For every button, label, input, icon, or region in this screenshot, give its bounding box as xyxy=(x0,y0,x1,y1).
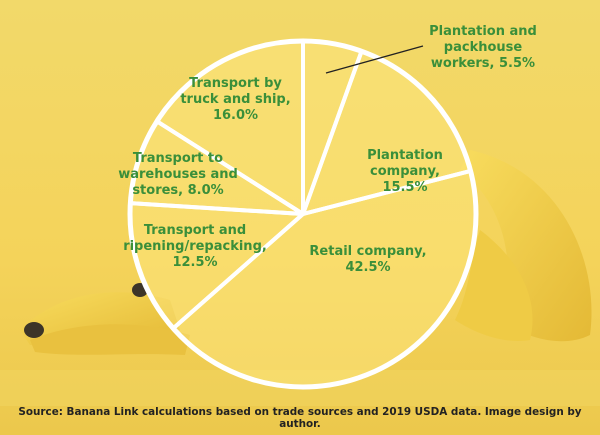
slice-label-transport-by-truck-and-ship: Transport by truck and ship, 16.0% xyxy=(180,76,291,123)
slice-label-plantation-company: Plantation company, 15.5% xyxy=(367,148,443,195)
leader-line xyxy=(325,45,424,74)
slice-label-plantation-and-packhouse-workers: Plantation and packhouse workers, 5.5% xyxy=(429,24,537,71)
source-note: Source: Banana Link calculations based o… xyxy=(18,406,582,430)
slice-label-transport-and-ripening-repacking: Transport and ripening/repacking, 12.5% xyxy=(123,223,267,270)
pie-outline xyxy=(127,38,479,390)
slice-label-transport-to-warehouses-and-stores: Transport to warehouses and stores, 8.0% xyxy=(118,151,238,198)
slice-label-retail-company: Retail company, 42.5% xyxy=(309,244,427,275)
